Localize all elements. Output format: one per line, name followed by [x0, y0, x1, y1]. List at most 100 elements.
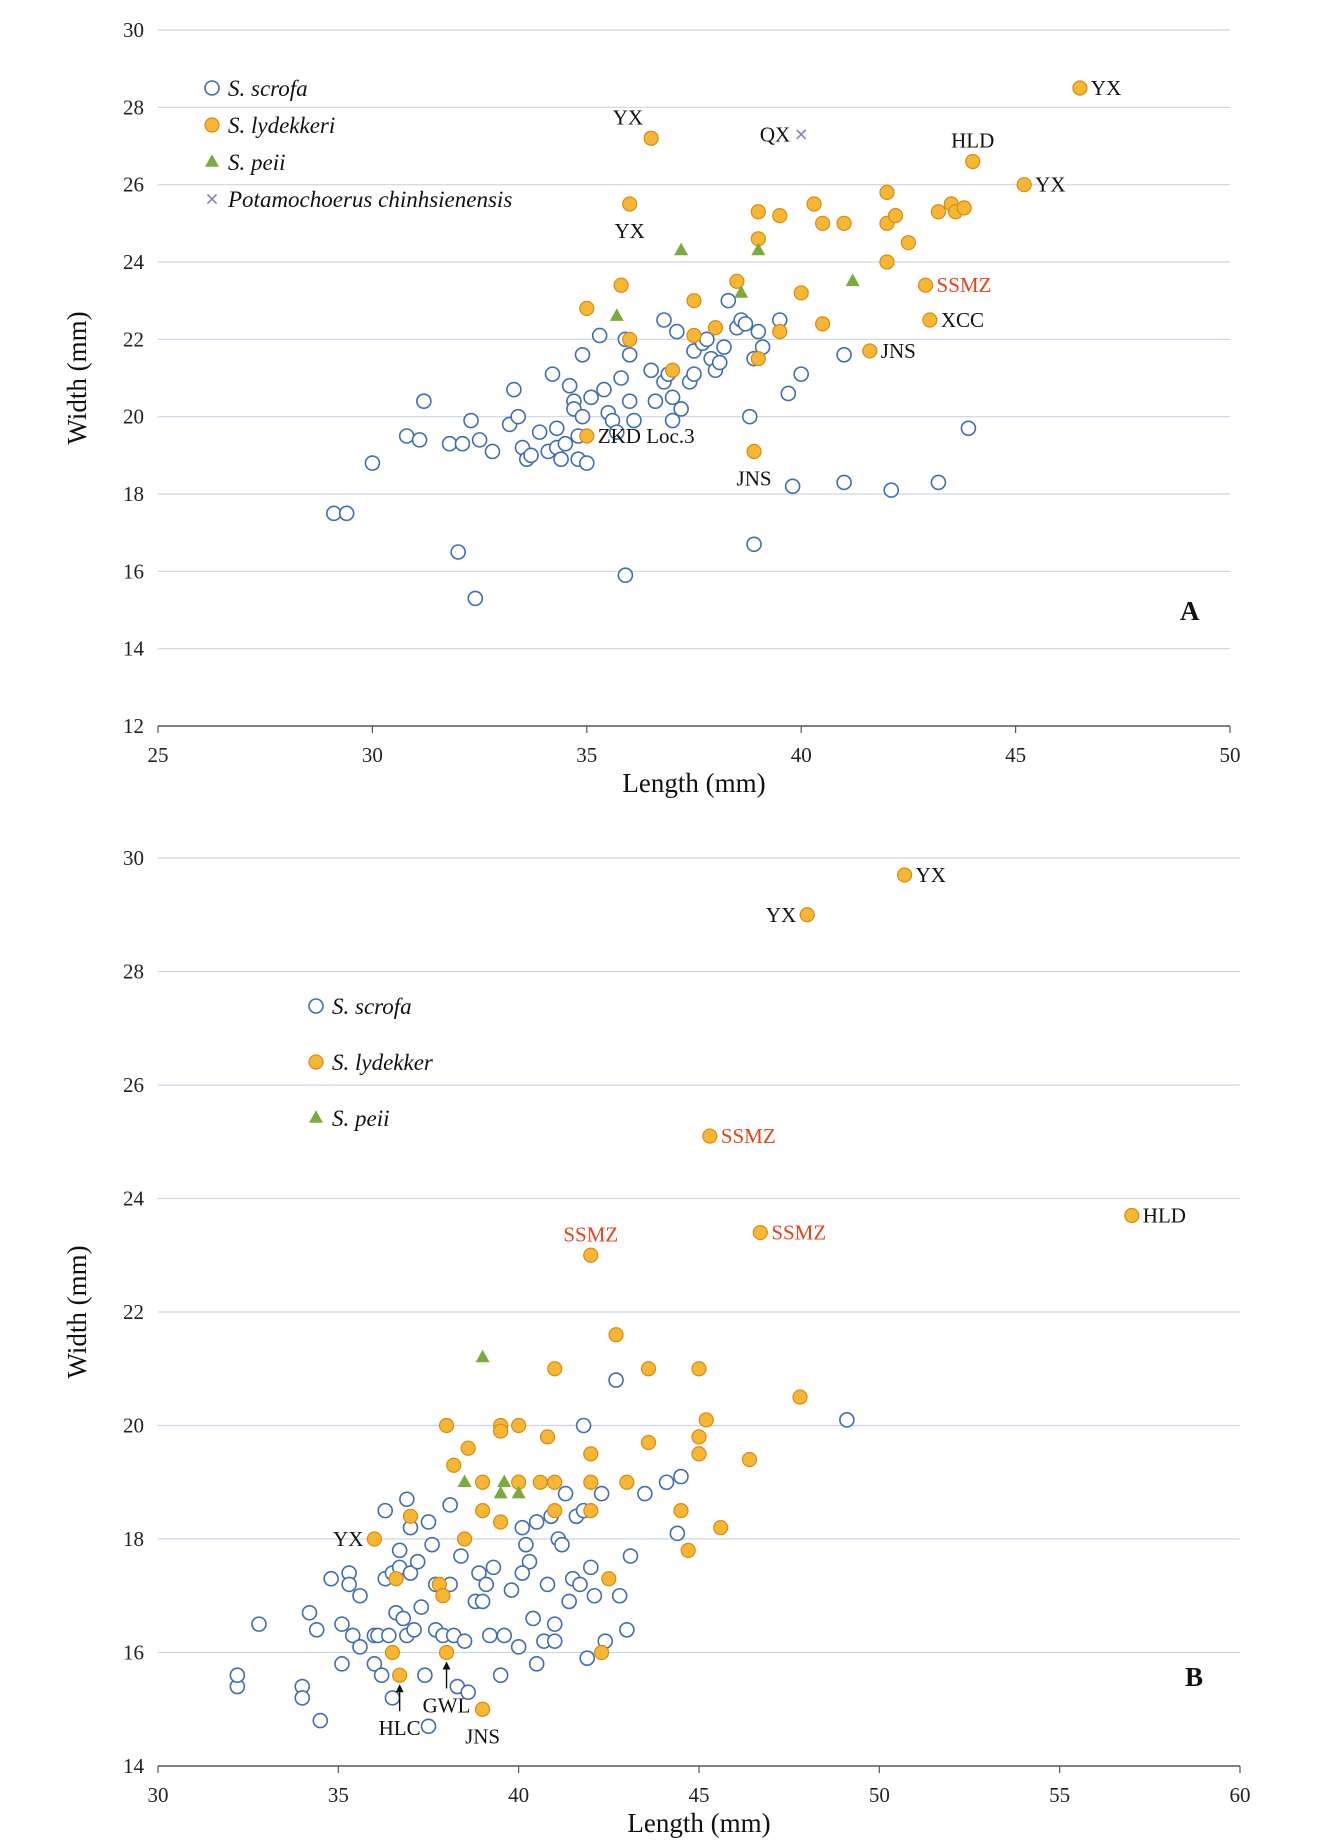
- data-point-scrofa: [484, 443, 501, 460]
- data-point-lydekkeri: [772, 324, 788, 340]
- data-point-peii: [609, 308, 624, 321]
- data-point-peii: [475, 1349, 490, 1363]
- y-tick-label: 14: [123, 1754, 145, 1778]
- data-point-scrofa: [608, 1372, 624, 1388]
- data-point-scrofa: [673, 1468, 689, 1485]
- data-point-scrofa: [338, 505, 355, 522]
- legend-label-italic: S. scrofa: [332, 994, 412, 1019]
- data-point-scrofa: [647, 393, 664, 410]
- data-point-peii: [751, 242, 766, 256]
- data-point-lydekkeri: [750, 204, 766, 220]
- data-point-lydekkeri: [475, 1701, 491, 1717]
- data-point-scrofa: [883, 482, 900, 498]
- annotation-label: HLC: [379, 1716, 421, 1740]
- data-point-lydekkeri: [815, 316, 831, 332]
- legend-marker-peii: [309, 1110, 323, 1123]
- chart-panel-b: 14 16 18 20 22 24 26 28 30 30 35 40 45 50 55 60 Length (…: [62, 846, 1251, 1838]
- annotation-label: YX: [333, 1527, 363, 1551]
- x-tick-label: 45: [1005, 743, 1026, 767]
- data-point-scrofa: [621, 346, 638, 363]
- data-point-lydekkeri: [547, 1474, 563, 1490]
- data-point-lydekkeri: [930, 204, 947, 220]
- data-point-lydekkeri: [956, 200, 972, 216]
- data-point-scrofa: [229, 1667, 246, 1683]
- data-point-lydekkeri: [601, 1571, 617, 1587]
- legend-label-italic: S. lydekker: [332, 1050, 434, 1075]
- data-point-scrofa: [334, 1656, 350, 1672]
- data-point-scrofa: [352, 1639, 368, 1655]
- data-point-lydekkeri: [583, 1474, 599, 1490]
- data-point-lydekkeri: [1016, 177, 1032, 193]
- data-point-lydekkeri: [446, 1457, 462, 1473]
- x-tick-label: 50: [869, 1783, 890, 1807]
- data-point-scrofa: [548, 420, 565, 437]
- data-point-scrofa: [344, 1627, 361, 1644]
- data-point-scrofa: [450, 544, 466, 560]
- data-point-scrofa: [518, 1536, 534, 1553]
- y-tick-label: 30: [123, 846, 144, 870]
- y-tick-label: 16: [123, 1641, 144, 1665]
- data-point-scrofa: [503, 1582, 520, 1598]
- data-point-scrofa: [557, 1485, 574, 1502]
- data-point-lydekkeri: [594, 1644, 610, 1661]
- data-point-lydekkeri: [815, 215, 831, 231]
- data-point-lydekkeri: [713, 1520, 729, 1536]
- data-point-lydekkeri: [746, 443, 762, 460]
- data-point-scrofa: [673, 401, 689, 417]
- data-point-lydekkeri: [547, 1503, 563, 1519]
- data-point-lydekkeri: [702, 1128, 718, 1144]
- data-point-scrofa: [308, 1622, 325, 1638]
- data-point-scrofa: [596, 381, 612, 398]
- data-point-scrofa: [664, 389, 681, 406]
- data-point-scrofa: [471, 432, 488, 448]
- data-point-scrofa: [622, 1548, 639, 1564]
- data-point-scrofa: [750, 323, 767, 340]
- panel-letter: A: [1180, 596, 1200, 626]
- data-point-lydekkeri: [384, 1644, 401, 1661]
- legend-label-italic: Potamochoerus chinhsienensis: [227, 187, 512, 212]
- annotation-label: SSMZ: [771, 1221, 826, 1245]
- y-tick-label: 20: [123, 1414, 144, 1438]
- data-point-scrofa: [523, 447, 539, 464]
- annotation-label: XCC: [941, 308, 984, 332]
- legend-marker-lydekkeri: [308, 1054, 324, 1070]
- x-tick-label: 35: [576, 743, 597, 767]
- data-point-scrofa: [417, 1667, 433, 1683]
- data-point-lydekkeri: [887, 208, 904, 224]
- y-tick-label: 18: [123, 482, 144, 506]
- data-point-peii: [493, 1485, 508, 1499]
- data-point-lydekkeri: [729, 273, 745, 289]
- data-point-scrofa: [482, 1627, 498, 1644]
- y-axis-title: Width (mm): [62, 1245, 92, 1378]
- data-point-scrofa: [960, 420, 977, 437]
- data-point-lydekkeri: [438, 1644, 455, 1661]
- legend-label-lydekkeri: S. lydekkeri: [228, 113, 335, 138]
- annotation-label: JNS: [465, 1724, 500, 1748]
- data-point-lydekkeri: [388, 1571, 404, 1587]
- data-point-lydekkeri: [640, 1434, 657, 1451]
- data-point-scrofa: [621, 393, 638, 410]
- legend-label-italic: S. peii: [228, 150, 286, 175]
- data-point-lydekkeri: [691, 1429, 707, 1445]
- data-point-lydekkeri: [622, 331, 638, 347]
- data-point-scrofa: [528, 1656, 545, 1672]
- data-point-scrofa: [656, 312, 672, 328]
- x-axis-title: Length (mm): [622, 768, 765, 798]
- data-point-scrofa: [699, 331, 715, 348]
- data-point-lydekkeri: [392, 1667, 408, 1683]
- data-point-peii: [674, 242, 689, 256]
- data-point-scrofa: [323, 1570, 339, 1587]
- data-point-scrofa: [510, 408, 526, 425]
- data-point-scrofa: [784, 478, 801, 495]
- data-point-lydekkeri: [691, 1446, 707, 1462]
- data-point-scrofa: [637, 1485, 653, 1502]
- data-point-scrofa: [506, 381, 522, 398]
- data-point-scrofa: [746, 536, 762, 553]
- data-point-lydekkeri: [532, 1474, 548, 1490]
- annotation-label: HLD: [951, 128, 994, 152]
- y-tick-label: 20: [123, 405, 144, 429]
- data-point-lydekkeri: [539, 1429, 556, 1445]
- data-point-lydekkeri: [772, 208, 788, 224]
